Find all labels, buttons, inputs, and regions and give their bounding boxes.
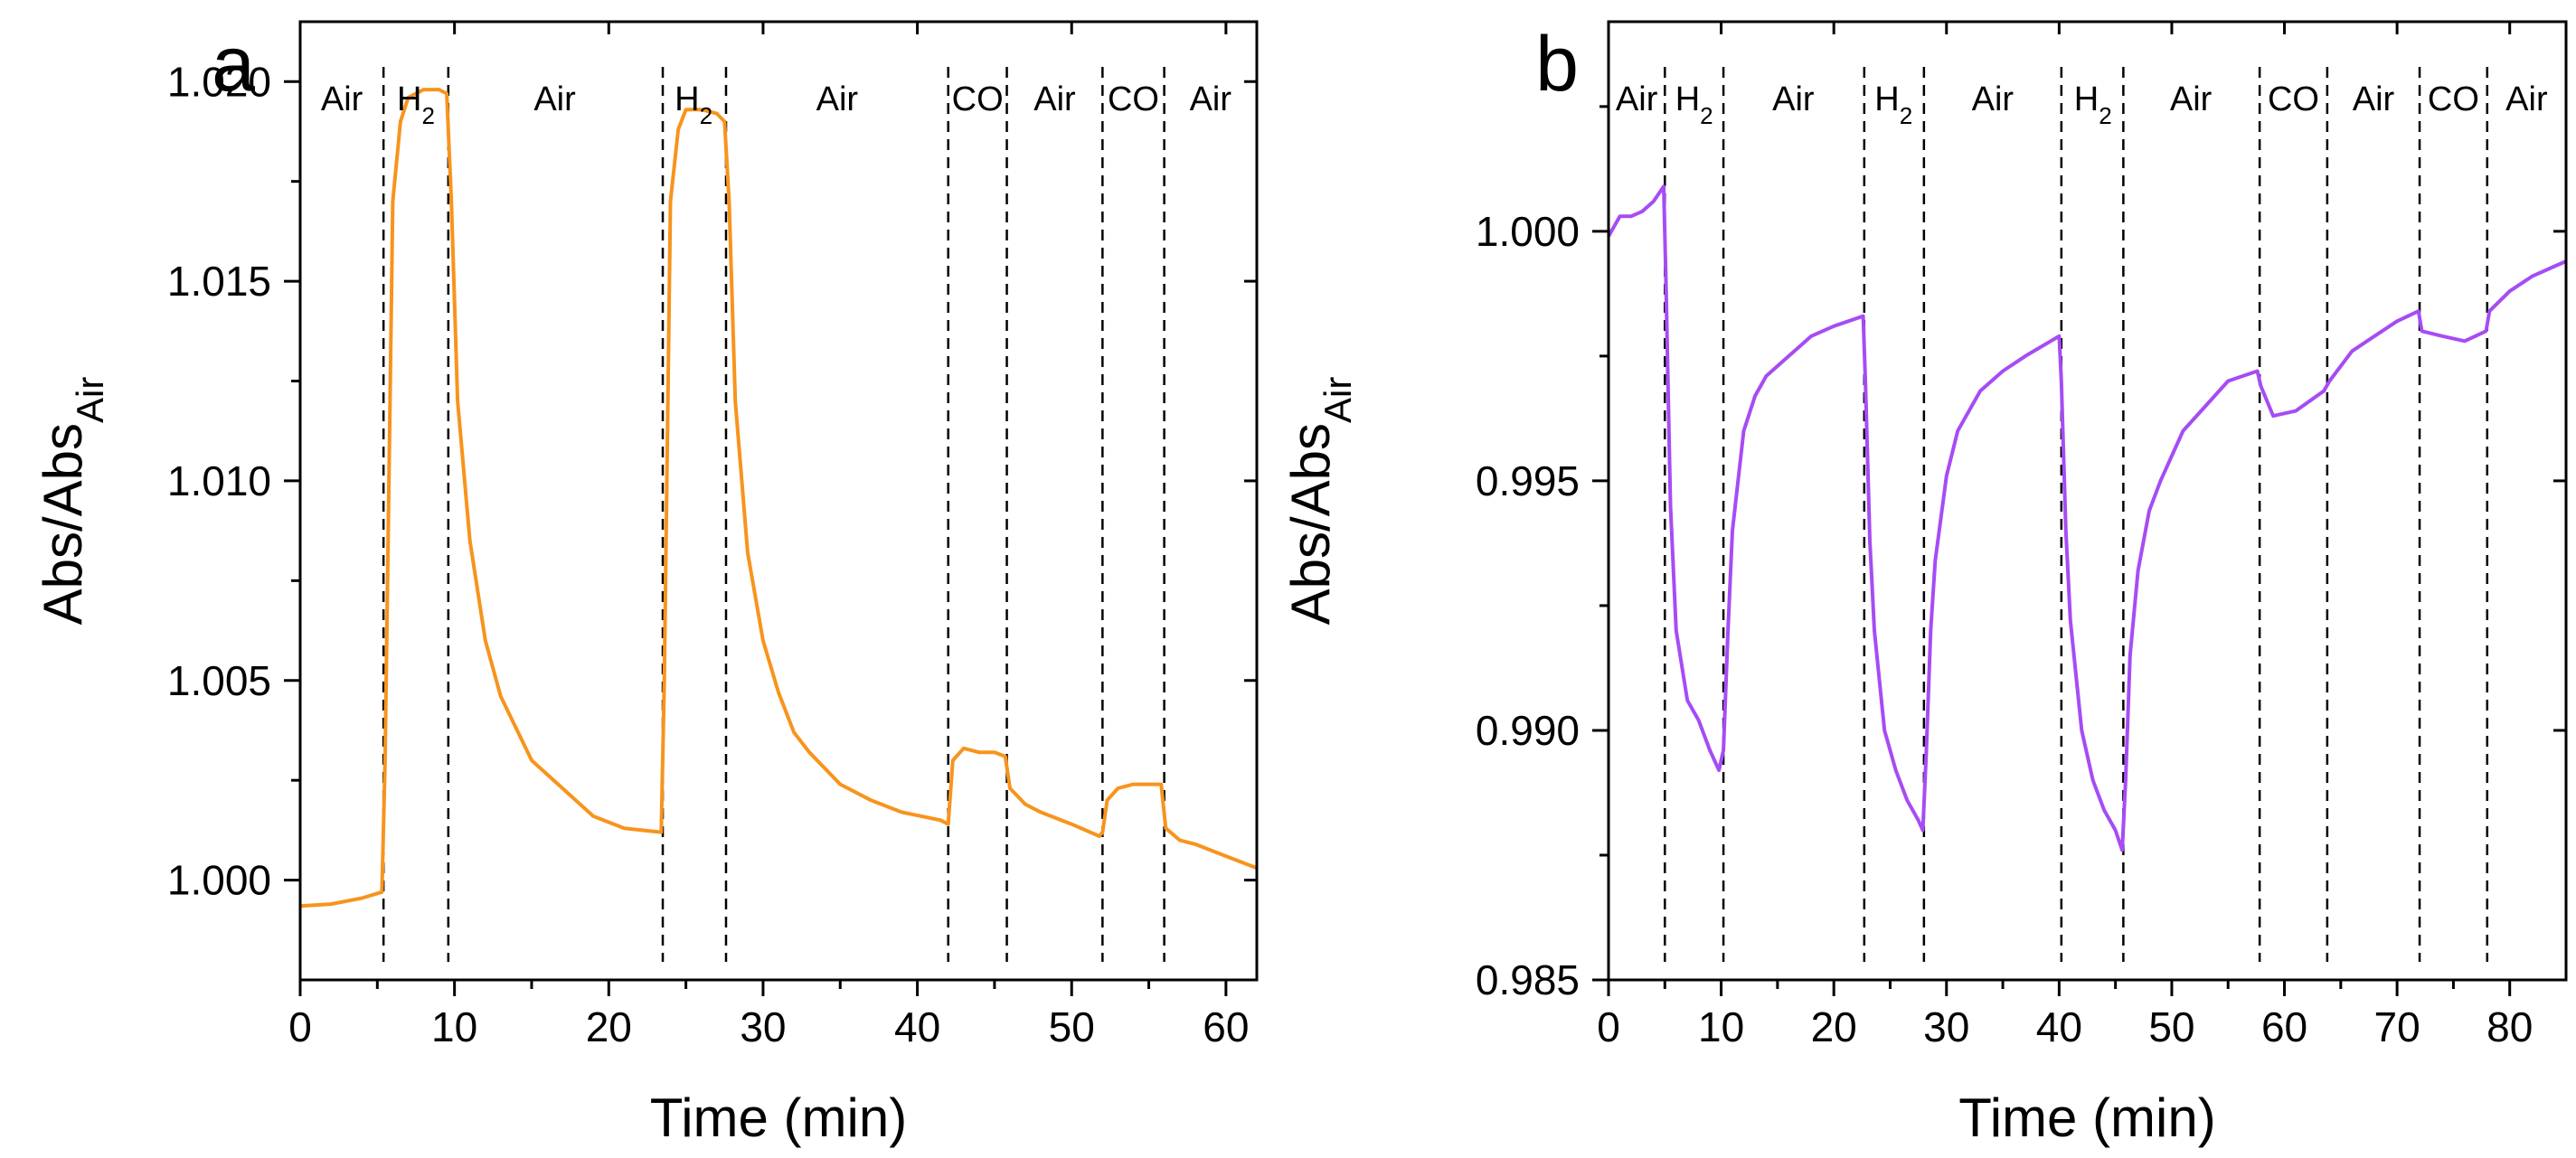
x-tick-label: 40 xyxy=(2036,1003,2082,1050)
y-tick-label: 0.995 xyxy=(1476,457,1580,504)
plot-frame xyxy=(1607,20,2568,982)
x-tick-label: 0 xyxy=(1597,1003,1620,1050)
phase-label: Air xyxy=(321,80,363,118)
x-axis-title: Time (min) xyxy=(650,1087,907,1148)
phase-label: Air xyxy=(2505,80,2548,118)
x-tick-label: 40 xyxy=(894,1003,940,1050)
x-tick-label: 10 xyxy=(431,1003,477,1050)
phase-label: H2 xyxy=(2074,80,2112,129)
phase-label: Air xyxy=(1190,80,1232,118)
x-tick-label: 30 xyxy=(740,1003,786,1050)
phase-label: Air xyxy=(1772,80,1815,118)
phase-label: CO xyxy=(2428,80,2479,118)
phase-label: Air xyxy=(1616,80,1658,118)
phase-label: H2 xyxy=(397,80,435,129)
x-tick-label: 20 xyxy=(1811,1003,1857,1050)
x-tick-label: 20 xyxy=(586,1003,632,1050)
x-tick-label: 30 xyxy=(1923,1003,1969,1050)
y-tick-label: 0.985 xyxy=(1476,956,1580,1003)
phase-label: Air xyxy=(816,80,859,118)
phase-label: Air xyxy=(1972,80,2015,118)
phase-label: Air xyxy=(1033,80,1076,118)
plot-frame xyxy=(298,20,1259,982)
phase-label: Air xyxy=(2170,80,2213,118)
y-tick-label: 1.015 xyxy=(167,258,271,305)
y-axis-title: Abs/AbsAir xyxy=(33,377,111,626)
phase-label: H2 xyxy=(1675,80,1713,129)
x-tick-label: 50 xyxy=(1049,1003,1095,1050)
phase-label: Air xyxy=(2353,80,2395,118)
phase-label: CO xyxy=(1108,80,1159,118)
phase-label: H2 xyxy=(675,80,712,129)
phase-label: Air xyxy=(533,80,576,118)
y-tick-label: 1.005 xyxy=(167,657,271,704)
panel-a: 0 10 20 30 40 50 60 1.000 1.005 1.010 1.015 1.020 Ai… xyxy=(33,20,1259,1148)
x-axis-title: Time (min) xyxy=(1958,1087,2215,1148)
y-tick-label: 1.020 xyxy=(167,58,271,105)
phase-label: H2 xyxy=(1874,80,1912,129)
data-series-line xyxy=(1607,184,2567,852)
y-axis-title: Abs/AbsAir xyxy=(1280,377,1359,626)
panel-b: 0 10 20 30 40 50 60 70 80 0.985 0.990 0.995 1.000 Air… xyxy=(1280,20,2568,1148)
panel-letter: b xyxy=(1535,21,1579,108)
y-tick-label: 0.990 xyxy=(1476,707,1580,754)
phase-label: CO xyxy=(952,80,1004,118)
y-tick-label: 1.010 xyxy=(167,457,271,504)
x-tick-label: 0 xyxy=(288,1003,312,1050)
x-tick-label: 10 xyxy=(1698,1003,1744,1050)
phase-label: CO xyxy=(2268,80,2319,118)
y-tick-label: 1.000 xyxy=(167,857,271,904)
x-tick-label: 80 xyxy=(2486,1003,2533,1050)
x-tick-label: 60 xyxy=(2261,1003,2307,1050)
data-series-line xyxy=(299,88,1258,909)
x-tick-label: 50 xyxy=(2148,1003,2194,1050)
x-tick-label: 60 xyxy=(1203,1003,1249,1050)
x-tick-label: 70 xyxy=(2374,1003,2420,1050)
y-tick-label: 1.000 xyxy=(1476,208,1580,255)
panel-letter: a xyxy=(212,21,255,108)
